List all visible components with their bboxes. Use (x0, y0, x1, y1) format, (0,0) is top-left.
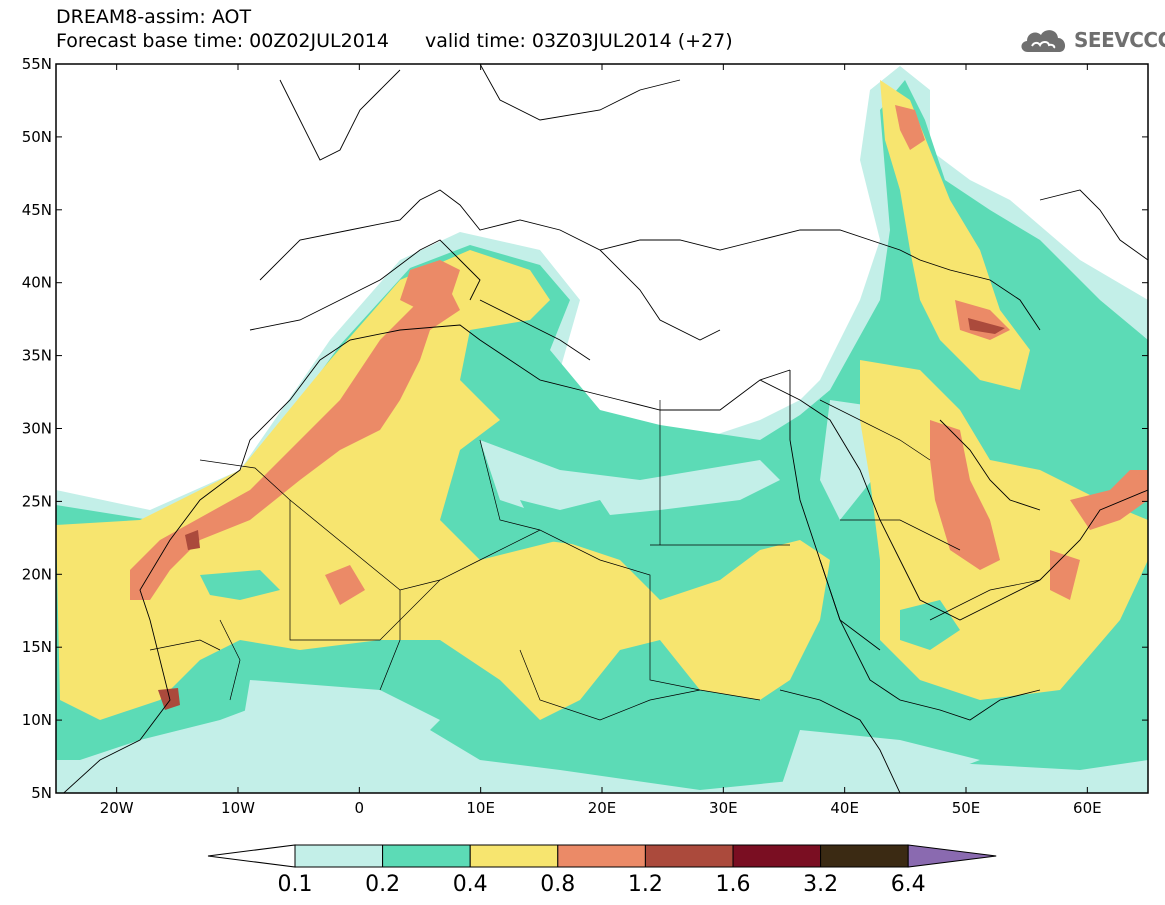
colorbar-bin (557, 844, 646, 868)
colorbar-label: 6.4 (890, 872, 926, 897)
time-info: Forecast base time: 00Z02JUL2014 valid ti… (56, 30, 733, 52)
aot-contour-0.8 (130, 105, 1148, 605)
lon-label: 40E (830, 799, 859, 817)
colorbar-arrow-low (207, 844, 296, 868)
colorbar-label: 0.8 (540, 872, 576, 897)
colorbar-bin (382, 844, 471, 868)
colorbar-arrow-high (907, 844, 997, 868)
lon-label: 10W (221, 799, 255, 817)
colorbar-label: 1.6 (715, 872, 751, 897)
base-time: Forecast base time: 00Z02JUL2014 (56, 30, 389, 52)
colorbar-bin (644, 844, 734, 868)
aot-contour-0.4 (56, 80, 1148, 720)
lat-label: 10N (22, 711, 52, 729)
lon-label: 30E (709, 799, 738, 817)
colorbar-label: 0.1 (277, 872, 313, 897)
lon-label: 20W (100, 799, 134, 817)
colorbar-bin (469, 844, 559, 868)
colorbar-label: 0.2 (365, 872, 401, 897)
lon-label: 60E (1073, 799, 1102, 817)
lat-label: 55N (22, 55, 52, 73)
borders (149, 399, 1041, 721)
colorbar-label: 1.2 (627, 872, 663, 897)
lon-label: 10E (466, 799, 495, 817)
lat-label: 35N (22, 347, 52, 365)
longitude-labels: 20W 10W 0 10E 20E 30E 40E 50E 60E (100, 799, 1102, 817)
colorbar (207, 844, 997, 868)
aot-field (56, 64, 1148, 793)
latitude-labels: 55N 50N 45N 40N 35N 30N 25N 20N 15N 10N 5N (22, 55, 52, 802)
colorbar-label: 3.2 (803, 872, 839, 897)
lat-label: 30N (22, 420, 52, 438)
lat-label: 50N (22, 128, 52, 146)
colorbar-bin (294, 844, 384, 868)
lon-label: 50E (952, 799, 981, 817)
logo-text: SEEVCCC (1074, 28, 1165, 52)
colorbar-bin (732, 844, 822, 868)
valid-time: valid time: 03Z03JUL2014 (+27) (424, 30, 733, 52)
colorbar-label: 0.4 (452, 872, 488, 897)
lon-label: 20E (588, 799, 617, 817)
map-title: DREAM8-assim: AOT (56, 6, 252, 28)
colorbar-bin (820, 844, 909, 868)
lat-label: 25N (22, 492, 52, 510)
lat-label: 40N (22, 274, 52, 292)
lat-label: 45N (22, 201, 52, 219)
axis-ticks (56, 63, 1148, 794)
cloud-icon (1021, 30, 1066, 52)
coastlines (63, 64, 1148, 793)
lat-label: 5N (31, 784, 52, 802)
lat-label: 15N (22, 638, 52, 656)
seevccc-logo: SEEVCCC (1018, 22, 1165, 58)
aot-contour-1.2 (158, 318, 1005, 710)
lat-label: 20N (22, 565, 52, 583)
lon-label: 0 (355, 799, 365, 817)
